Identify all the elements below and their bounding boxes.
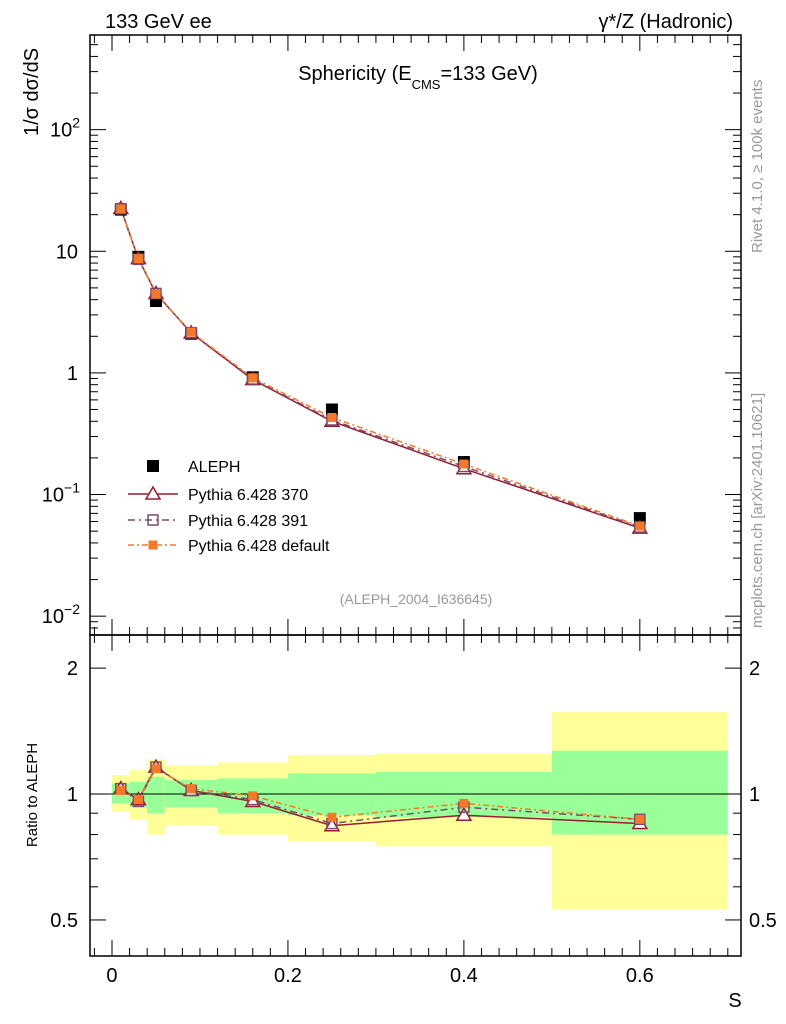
upper-point-pdefault [116,204,126,214]
ratio-uncertainty-bands [111,712,728,910]
header-right-title: γ*/Z (Hadronic) [599,11,733,33]
lower-series-group [112,758,649,832]
lower-point-p370 [455,806,473,821]
upper-point-pdefault [248,373,258,383]
lower-y-tick-label-left: 2 [67,658,78,680]
upper-point-pdefault [151,289,161,299]
upper-chart-title: Sphericity (ECMS=133 GeV) [298,63,538,92]
x-tick-label: 0.6 [626,965,654,987]
upper-point-pdefault [635,521,645,531]
x-tick-label: 0.2 [274,965,302,987]
lower-panel: 0.5 0.5 1 1 2 2 0 0.2 0.4 0.6 Ratio to ALEPH S [24,634,777,1012]
legend-label-p370: Pythia 6.428 370 [188,487,308,504]
legend-marker-p391 [147,514,159,526]
lower-y-tick-label-left: 1 [67,784,78,806]
upper-y-tick-label: 102 [50,115,80,142]
lower-line-pdefault [120,767,640,821]
x-tick-label: 0 [106,965,117,987]
upper-point-p391 [185,326,197,339]
upper-y-axis-label: 1/σ dσ/dS [21,48,43,136]
lower-y-axis-label: Ratio to ALEPH [24,743,41,847]
upper-line-p370 [120,208,641,529]
lower-point-pdefault [248,791,258,801]
lower-point-p370 [323,817,341,832]
upper-series-group [112,199,649,534]
legend-label-pdefault: Pythia 6.428 default [188,538,330,555]
x-tick-label: 0.4 [450,965,478,987]
band-inner [147,776,165,814]
legend-marker-pdefault [148,540,158,550]
upper-panel: 10−2 10−1 1 10 102 Sphericity (ECMS=133 GeV)… [21,34,742,636]
lower-point-pdefault [459,798,469,808]
upper-point-pdefault [186,327,196,337]
legend-label-aleph: ALEPH [188,459,240,476]
lower-point-pdefault [186,784,196,794]
lower-y-tick-label-right: 1 [749,784,760,806]
upper-y-tick-label: 10−2 [42,601,80,628]
lower-point-pdefault [116,785,126,795]
upper-line-p391 [120,208,641,528]
lower-y-tick-label-right: 0.5 [749,910,777,932]
x-axis-label: S [728,990,741,1012]
lower-point-p370 [244,792,262,808]
rivet-version-label: Rivet 4.1.0, ≥ 100k events [749,80,766,253]
legend-marker-aleph [147,460,159,472]
upper-y-tick-label: 10−1 [42,480,80,507]
lower-point-pdefault [133,795,143,805]
lower-point-pdefault [635,814,645,824]
upper-point-aleph [325,403,338,416]
mcplots-label: mcplots.cern.ch [arXiv:2401.10621] [749,393,766,628]
lower-y-tick-label-left: 0.5 [50,910,78,932]
lower-point-p391 [634,813,646,826]
legend-marker-p370 [144,485,162,500]
lower-frame [89,634,742,957]
upper-axis-ticks: 10−2 10−1 1 10 102 [42,34,741,636]
upper-point-pdefault [133,254,143,264]
header-left-title: 133 GeV ee [105,11,212,33]
legend-label-p391: Pythia 6.428 391 [188,513,308,530]
upper-line-pdefault [120,208,641,527]
lower-y-tick-label-right: 2 [749,658,760,680]
lower-point-pdefault [151,764,161,774]
legend: ALEPH Pythia 6.428 370 Pythia 6.428 391 Pyt… [128,459,330,555]
upper-point-aleph [633,512,646,525]
upper-point-p391 [115,202,127,215]
lower-point-pdefault [327,812,337,822]
upper-y-tick-label: 1 [67,363,78,385]
upper-point-pdefault [459,459,469,469]
analysis-label: (ALEPH_2004_I636645) [340,591,493,607]
upper-y-tick-label: 10 [56,241,78,263]
upper-point-pdefault [327,412,337,422]
lower-axis-ticks: 0.5 0.5 1 1 2 2 0 0.2 0.4 0.6 [50,635,777,987]
